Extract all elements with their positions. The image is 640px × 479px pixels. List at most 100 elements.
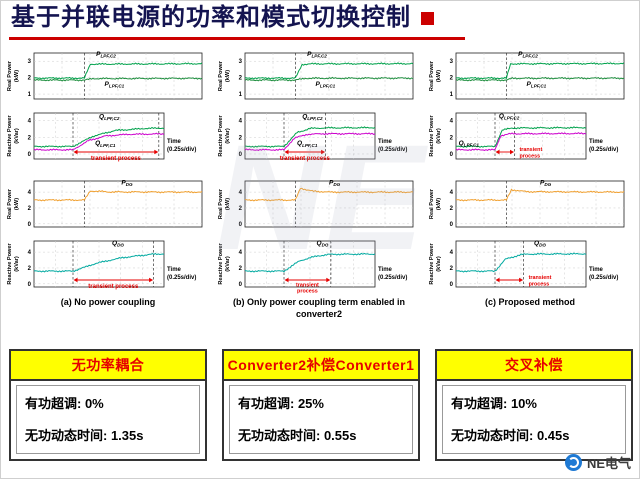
svg-text:2: 2 [28,76,32,82]
figure-column-a: 3 2 1 Real Power (kW) PLPF,C2 PLPF,C1 4 2 0 Reacti… [4,47,212,343]
svg-text:QDG: QDG [317,240,329,248]
summary-line: 有功超调: 0% [25,396,104,411]
svg-text:4: 4 [450,190,454,196]
time-axis-label: Time (0.25s/div) [167,267,197,281]
time-axis-label: Time (0.25s/div) [378,139,408,153]
svg-text:PLPF,C1: PLPF,C1 [527,81,547,89]
svg-text:3: 3 [28,59,32,65]
svg-text:PDG: PDG [540,180,552,188]
svg-text:QLPF,C1: QLPF,C1 [459,140,480,148]
svg-text:(kVar): (kVar) [436,256,442,272]
time-axis-label: Time (0.25s/div) [378,267,408,281]
svg-text:PLPF,C1: PLPF,C1 [316,81,336,89]
svg-text:0: 0 [450,222,454,228]
svg-text:2: 2 [239,266,243,272]
plot-svg: 4 2 0 Real Power (kW) PDG [7,180,203,228]
svg-text:transient: transient [529,275,552,281]
svg-text:2: 2 [28,266,32,272]
svg-text:transient process: transient process [91,156,142,162]
title-underline [9,37,465,40]
svg-text:2: 2 [28,135,32,141]
svg-text:0: 0 [450,282,454,288]
summary-line: 有功超调: 25% [238,396,324,411]
time-axis-label: Time (0.25s/div) [589,139,619,153]
svg-text:PDG: PDG [329,180,341,188]
logo-icon [564,454,582,471]
svg-text:PDG: PDG [121,180,133,188]
svg-text:4: 4 [239,190,243,196]
svg-text:Real Power: Real Power [218,60,224,91]
svg-text:PLPF,C2: PLPF,C2 [518,51,538,59]
svg-text:transient process: transient process [88,284,139,290]
plot-panel: 4 2 0 Reactive Power (kVar) QDG transient proc… [4,237,212,295]
svg-text:0: 0 [28,152,32,158]
plot-panel: 4 2 0 Reactive Power (kVar) QDG transient proce… [426,237,634,295]
plot-svg: 4 2 0 Reactive Power (kVar) QDG transientproce… [429,240,587,288]
figure-caption: (a) No power coupling [60,297,156,307]
svg-text:0: 0 [239,152,243,158]
svg-text:Reactive Power: Reactive Power [7,115,13,157]
svg-text:0: 0 [28,222,32,228]
svg-text:(kVar): (kVar) [436,128,442,144]
plot-svg: 4 2 0 Reactive Power (kVar) QLPF,C2 QLPF,C1 tra… [218,112,376,162]
summary-line: 无功动态时间: 0.55s [238,428,357,443]
svg-text:transient process: transient process [280,156,331,162]
svg-text:(kW): (kW) [14,198,20,210]
svg-text:2: 2 [450,266,454,272]
svg-text:(kVar): (kVar) [225,256,231,272]
svg-text:transient: transient [296,283,319,289]
plot-panel: 4 2 0 Real Power (kW) PDG [215,177,423,235]
svg-text:Real Power: Real Power [7,60,13,91]
svg-text:(kVar): (kVar) [14,128,20,144]
plot-svg: 4 2 0 Reactive Power (kVar) QDG transient proc… [7,240,165,290]
svg-text:QLPF,C2: QLPF,C2 [499,113,520,121]
svg-text:QDG: QDG [534,240,546,248]
svg-text:QLPF,C2: QLPF,C2 [302,113,323,121]
svg-text:QLPF,C1: QLPF,C1 [95,140,116,148]
summary-line: 无功动态时间: 1.35s [25,428,144,443]
time-axis-label: Time (0.25s/div) [589,267,619,281]
svg-text:Real Power: Real Power [429,188,435,219]
svg-text:4: 4 [28,250,32,256]
svg-text:2: 2 [28,206,32,212]
summary-box: 无功率耦合有功超调: 0% 无功动态时间: 1.35s [9,349,207,461]
summary-box: 交叉补偿 有功超调: 10% 无功动态时间: 0.45s [435,349,633,461]
svg-text:0: 0 [239,222,243,228]
summary-line: 有功超调: 10% [451,396,537,411]
svg-text:process: process [520,154,541,160]
figure-caption: (c) Proposed method [484,297,575,307]
plot-svg: 4 2 0 Reactive Power (kVar) QLPF,C2 QLPF,C1 tra… [429,112,587,160]
svg-text:1: 1 [450,92,454,98]
title-row: 基于并联电源的功率和模式切换控制 [11,4,434,31]
svg-text:1: 1 [28,92,32,98]
svg-text:2: 2 [239,76,243,82]
plot-svg: 4 2 0 Reactive Power (kVar) QLPF,C2 QLPF,C1 tra… [7,112,165,162]
summary-line: 无功动态时间: 0.45s [451,428,570,443]
svg-text:(kW): (kW) [436,70,442,82]
svg-text:3: 3 [450,59,454,65]
plot-panel: 4 2 0 Reactive Power (kVar) QDG transient proce… [215,237,423,295]
svg-text:4: 4 [28,190,32,196]
svg-text:Reactive Power: Reactive Power [7,243,13,285]
plot-panel: 4 2 0 Real Power (kW) PDG [4,177,212,235]
svg-text:3: 3 [239,59,243,65]
summary-header: 无功率耦合 [11,351,205,381]
svg-text:Real Power: Real Power [218,188,224,219]
summary-body: 有功超调: 25% 无功动态时间: 0.55s [229,385,413,454]
svg-text:0: 0 [239,282,243,288]
svg-text:(kW): (kW) [225,70,231,82]
svg-text:(kW): (kW) [225,198,231,210]
page-title: 基于并联电源的功率和模式切换控制 [11,4,411,31]
plot-panel: 4 2 0 Reactive Power (kVar) QLPF,C2 QLPF,C1 tra… [426,109,634,167]
plot-svg: 3 2 1 Real Power (kW) PLPF,C2 PLPF,C1 [218,51,414,100]
plot-svg: 4 2 0 Reactive Power (kVar) QDG transientproce… [218,240,376,295]
svg-text:(kW): (kW) [436,198,442,210]
svg-text:4: 4 [450,119,454,125]
svg-text:2: 2 [450,206,454,212]
svg-text:2: 2 [450,76,454,82]
svg-text:PLPF,C2: PLPF,C2 [307,51,327,59]
svg-text:4: 4 [28,119,32,125]
summary-body: 有功超调: 10% 无功动态时间: 0.45s [442,385,626,454]
svg-text:Reactive Power: Reactive Power [429,243,435,285]
